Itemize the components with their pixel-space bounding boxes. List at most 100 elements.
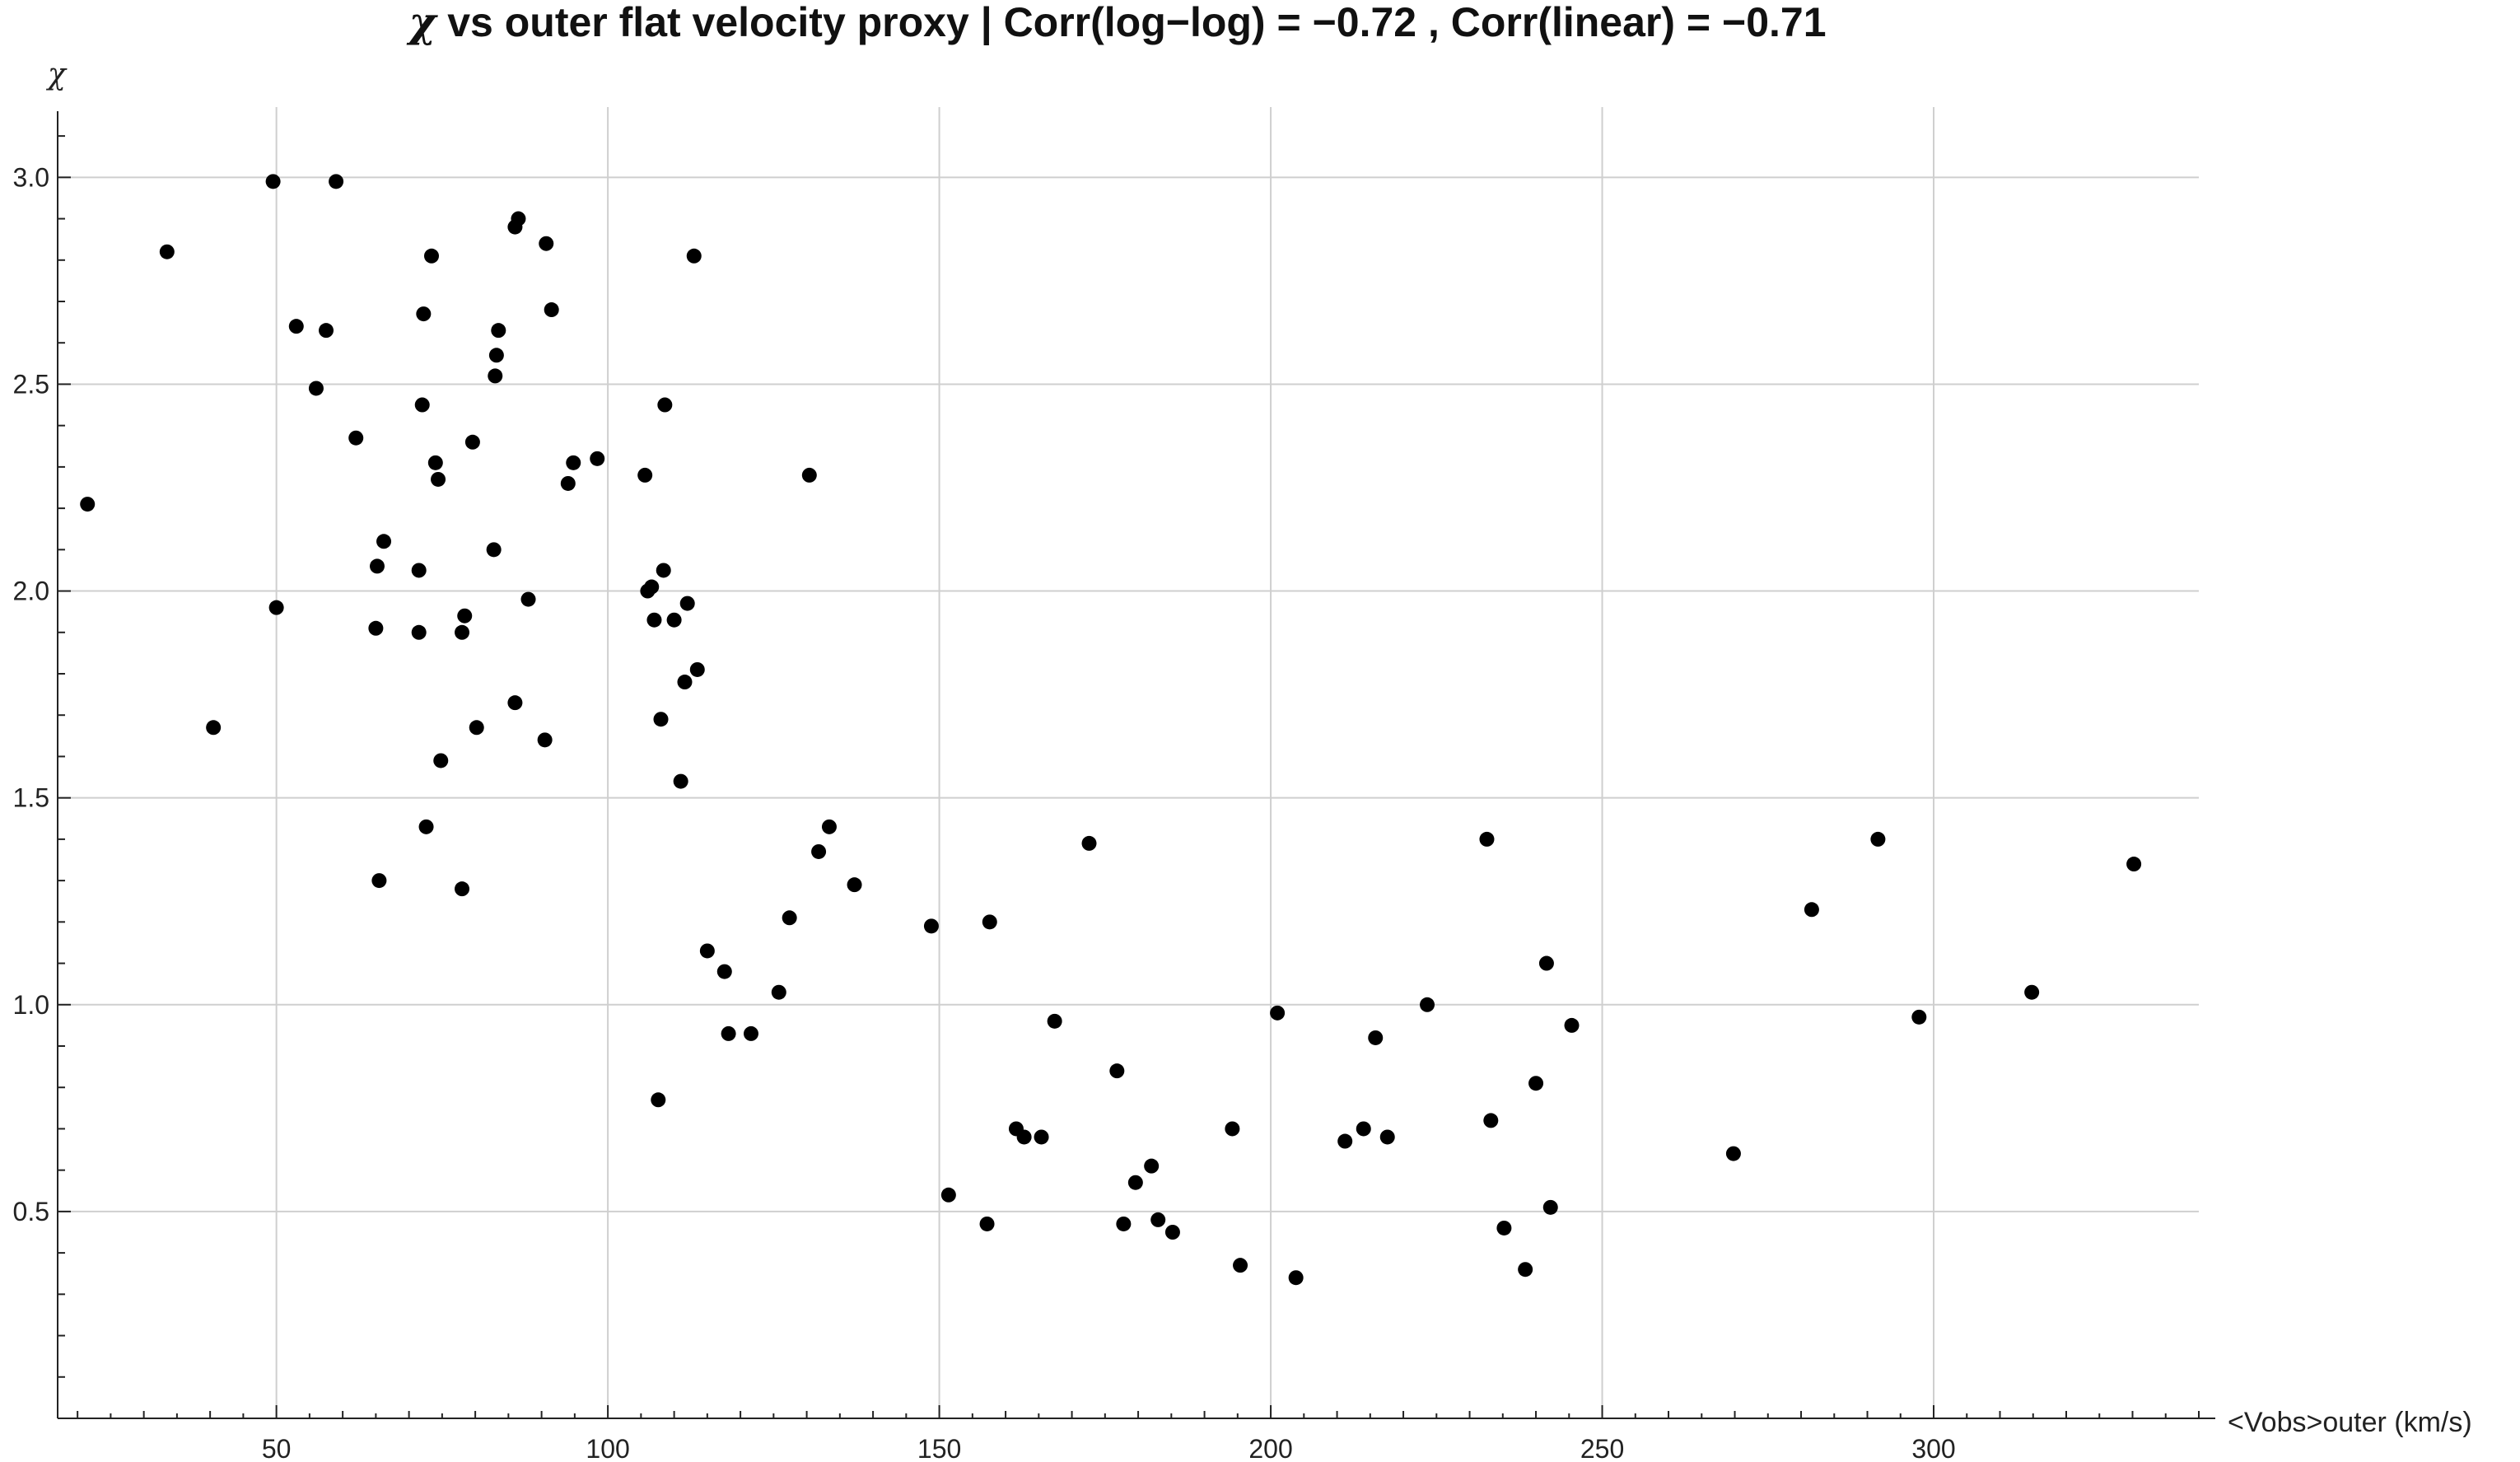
data-point-73 <box>1047 1013 1062 1029</box>
data-point-60 <box>771 984 786 1000</box>
data-point-90 <box>1479 831 1495 847</box>
data-point-35 <box>520 591 536 607</box>
x-tick-label: 150 <box>917 1434 961 1462</box>
data-point-10 <box>368 620 384 636</box>
data-point-72 <box>1034 1129 1049 1145</box>
data-point-34 <box>511 211 526 227</box>
data-point-45 <box>646 612 662 628</box>
x-tick-label: 100 <box>586 1434 629 1462</box>
x-tick-label: 200 <box>1248 1434 1292 1462</box>
data-point-81 <box>1225 1121 1240 1137</box>
y-axis-label: χ <box>45 58 68 91</box>
data-point-21 <box>431 471 446 487</box>
data-point-58 <box>721 1025 736 1041</box>
data-point-94 <box>1528 1076 1544 1091</box>
data-point-56 <box>699 943 715 959</box>
data-point-76 <box>1116 1216 1132 1231</box>
data-point-28 <box>486 542 502 558</box>
data-point-52 <box>677 675 693 690</box>
y-tick-label: 1.5 <box>13 783 49 813</box>
data-point-13 <box>376 534 392 549</box>
data-point-33 <box>507 695 523 711</box>
y-tick-label: 2.0 <box>13 577 49 606</box>
data-point-59 <box>743 1025 758 1041</box>
data-point-23 <box>455 881 470 897</box>
gridlines <box>58 107 2199 1418</box>
data-point-97 <box>1564 1017 1580 1033</box>
data-point-24 <box>455 624 470 640</box>
data-point-53 <box>679 596 695 611</box>
data-point-12 <box>371 873 387 889</box>
data-point-30 <box>488 348 504 363</box>
y-tick-label: 2.5 <box>13 369 49 399</box>
data-point-9 <box>348 430 364 446</box>
data-point-42 <box>637 467 653 483</box>
data-point-5 <box>288 319 304 334</box>
data-point-54 <box>686 248 702 264</box>
data-point-64 <box>821 819 837 834</box>
chart-title-text: vs outer flat velocity proxy | Corr(log−… <box>436 0 1826 46</box>
data-point-75 <box>1109 1063 1125 1079</box>
data-point-82 <box>1233 1258 1248 1273</box>
data-point-11 <box>369 558 385 574</box>
data-point-66 <box>923 918 939 934</box>
data-points <box>80 174 2142 1286</box>
data-point-16 <box>414 397 430 413</box>
data-point-100 <box>1870 831 1886 847</box>
data-point-31 <box>491 323 506 339</box>
data-point-48 <box>656 563 671 578</box>
data-point-57 <box>716 964 732 979</box>
data-point-63 <box>811 843 827 859</box>
data-point-61 <box>782 910 797 926</box>
data-point-44 <box>644 579 660 595</box>
data-point-101 <box>1911 1009 1927 1025</box>
data-point-71 <box>1016 1129 1032 1145</box>
data-point-98 <box>1725 1146 1741 1161</box>
data-point-77 <box>1127 1175 1143 1190</box>
data-point-86 <box>1356 1121 1371 1137</box>
data-point-50 <box>666 612 682 628</box>
data-point-65 <box>847 877 862 893</box>
data-point-17 <box>416 306 432 322</box>
axis-ticks: 50 100 150 200 250 300 0.5 1.0 1.5 2.0 2.5 3.0 <box>13 135 2200 1462</box>
data-point-19 <box>423 248 439 264</box>
data-point-4 <box>268 600 284 615</box>
data-point-51 <box>673 773 688 789</box>
data-point-95 <box>1538 955 1554 971</box>
data-point-39 <box>560 475 576 491</box>
data-point-96 <box>1542 1199 1558 1215</box>
data-point-69 <box>982 914 997 930</box>
data-point-14 <box>411 563 427 578</box>
data-point-25 <box>457 608 473 624</box>
data-point-67 <box>940 1187 956 1203</box>
data-point-88 <box>1379 1129 1395 1145</box>
data-point-79 <box>1150 1212 1166 1227</box>
data-point-62 <box>801 467 817 483</box>
data-point-8 <box>329 174 344 189</box>
data-point-78 <box>1144 1158 1160 1174</box>
data-point-55 <box>689 661 705 677</box>
data-point-7 <box>319 323 334 339</box>
data-point-47 <box>653 712 669 727</box>
data-point-68 <box>979 1216 995 1231</box>
data-point-80 <box>1164 1225 1180 1240</box>
axes <box>57 111 2215 1419</box>
data-point-49 <box>657 397 673 413</box>
x-tick-label: 50 <box>262 1434 292 1462</box>
data-point-89 <box>1420 997 1435 1012</box>
x-tick-label: 250 <box>1580 1434 1624 1462</box>
data-point-38 <box>544 302 559 318</box>
data-point-37 <box>539 236 554 251</box>
data-point-85 <box>1337 1133 1353 1149</box>
y-tick-label: 1.0 <box>13 990 49 1020</box>
data-point-22 <box>433 753 449 768</box>
data-point-1 <box>159 244 175 259</box>
data-point-103 <box>2126 857 2142 872</box>
data-point-93 <box>1518 1262 1533 1277</box>
data-point-20 <box>427 455 443 470</box>
chart-title: χ vs outer flat velocity proxy | Corr(lo… <box>406 0 1826 46</box>
x-axis-label: <Vobs>outer (km/s) <box>2228 1407 2472 1438</box>
data-point-102 <box>2024 984 2040 1000</box>
data-point-41 <box>590 451 605 466</box>
